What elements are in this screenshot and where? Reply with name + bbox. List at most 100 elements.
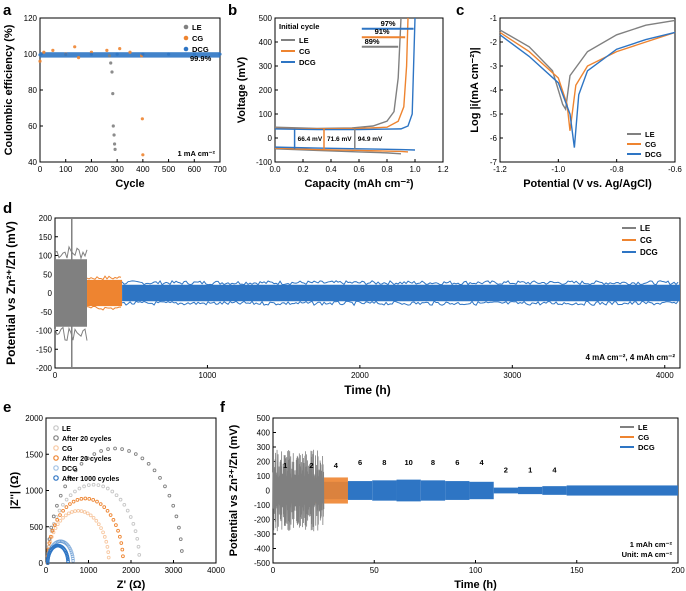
data-point [51,48,55,53]
nyquist-point [52,523,57,527]
nyquist-point [79,461,84,466]
efficiency-label: 91% [375,27,390,36]
nyquist-point [146,461,151,466]
rate-label: 4 [334,461,339,470]
legend-label: DCG [62,466,78,473]
x-axis-label: Capacity (mAh cm⁻²) [304,178,413,190]
nyquist-point [45,561,50,565]
data-point [110,70,114,74]
y-tick-label: -5 [490,110,498,119]
x-tick-label: 0.6 [353,165,365,174]
nyquist-point [135,536,140,541]
nyquist-point [79,509,84,513]
nyquist-point [73,489,77,494]
x-tick-label: 2000 [351,371,369,380]
y-tick-label: 200 [257,458,271,467]
legend-label: CG [645,140,656,149]
panel-d-chart: 0 1000 2000 3000 4000 -200 -150 -100 -50 0 50 100 15… [4,214,681,397]
data-point [218,52,222,56]
nyquist-point [79,496,84,501]
efficiency-label: 97% [381,19,396,28]
nyquist-point [120,547,125,552]
legend-title: Initial cycle [279,22,319,31]
rate-step-band [445,481,470,500]
nyquist-point [87,496,92,501]
nyquist-point [131,521,136,526]
nyquist-point [76,508,81,513]
y-tick-label: 200 [39,214,53,223]
data-point [64,52,68,56]
nyquist-point [70,510,74,514]
data-point [118,47,122,51]
y-tick-label: 300 [257,443,271,452]
rate-label: 10 [405,458,413,467]
nyquist-point [111,517,116,522]
y-tick-label: -3 [490,62,498,71]
x-tick-label: 4000 [656,371,674,380]
panel-c-chart: -1.2 -1.0 -0.8 -0.6 -1 -2 -3 -4 -5 -6 -7 Potential … [469,14,682,190]
x-tick-label: 0 [44,566,49,575]
efficiency-label: 89% [365,37,380,46]
x-axis-label: Z' (Ω) [117,579,146,591]
y-tick-label: -150 [36,345,53,354]
nyquist-point [61,502,65,507]
y-tick-label: 300 [259,62,273,71]
y-tick-label: 500 [30,523,44,532]
legend-label: DCG [645,150,662,159]
y-tick-label: -2 [490,38,498,47]
nyquist-point [67,544,71,549]
unit-annotation: Unit: mA cm⁻² [622,550,673,559]
legend-label: LE [62,426,71,433]
voltage-trace [272,449,325,532]
data-point [166,52,171,56]
panel-letter-b: b [228,2,237,19]
tafel-curve [499,19,676,112]
y-tick-label: -7 [490,158,498,167]
dcg-efficiency-band [40,52,220,58]
legend-label: LE [638,423,648,432]
x-tick-label: 4000 [207,566,225,575]
data-point [76,56,81,60]
nyquist-point [120,447,124,451]
x-axis-label: Potential (V vs. Ag/AgCl) [523,178,652,190]
y-axis-label: |Z''| (Ω) [9,472,21,510]
data-point [73,45,77,49]
x-tick-label: 0.0 [269,165,281,174]
nyquist-point [158,476,162,480]
x-tick-label: 500 [162,165,176,174]
tafel-curve [499,31,676,131]
y-tick-label: 0 [48,289,53,298]
data-point [111,92,115,96]
data-point [192,52,196,56]
voltage-trace [86,275,122,281]
legend-label: CG [192,34,203,43]
panel-e-chart: 0 1000 2000 3000 4000 0 500 1000 1500 2000 Z' (Ω) |… [9,414,225,591]
legend-marker [53,475,59,481]
y-tick-label: 1000 [25,487,43,496]
y-tick-label: 500 [259,14,273,23]
y-tick-label: -500 [254,559,271,568]
panel-a-chart: 0 100 200 300 400 500 600 700 40 60 80 100 120 Cycle C… [3,14,227,190]
nyquist-point [45,559,50,564]
nyquist-point [66,511,71,516]
nyquist-point [64,505,69,509]
nyquist-point [92,452,97,456]
panel-b-chart: 0.0 0.2 0.4 0.6 0.8 1.0 1.2 -100 0 100 200 300 400 50… [236,14,449,190]
voltage-band [55,259,88,327]
legend-label: After 20 cycles [62,436,112,443]
nyquist-point [85,456,90,461]
rate-step-band [566,485,678,496]
nyquist-point [152,468,157,473]
data-point [38,53,42,57]
nyquist-point [91,515,96,520]
x-tick-label: -0.6 [668,165,682,174]
legend-label: LE [645,130,655,139]
legend-label: CG [640,236,652,245]
voltage-trace [54,326,88,341]
nyquist-point [95,499,99,504]
x-tick-label: 1.2 [437,165,449,174]
nyquist-point [171,503,176,508]
y-axis-label: Potential vs Zn²⁺/Zn (mV) [228,424,240,556]
nyquist-point [116,528,120,533]
rate-label: 4 [552,465,557,474]
